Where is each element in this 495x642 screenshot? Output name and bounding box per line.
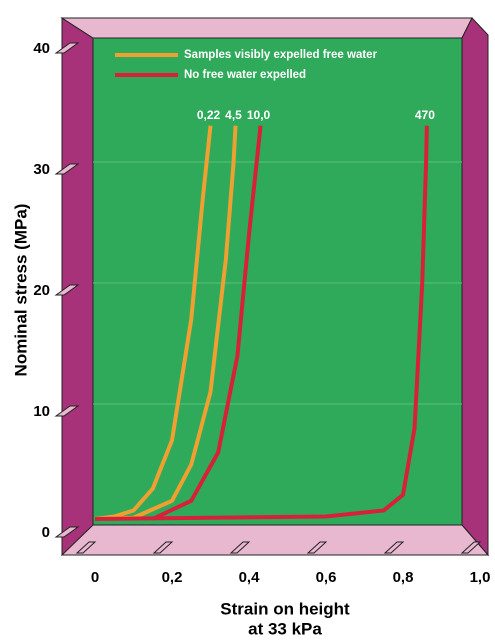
x-axis-label: Strain on height xyxy=(220,599,350,618)
curve-label: 470 xyxy=(415,108,435,122)
curve-label: 10,0 xyxy=(247,108,271,122)
y-tick-label: 30 xyxy=(33,161,50,178)
x-axis-label: at 33 kPa xyxy=(248,619,322,638)
y-axis-label: Nominal stress (MPa) xyxy=(11,204,30,377)
x-tick-label: 0,8 xyxy=(393,569,414,586)
legend-label: No free water expelled xyxy=(184,69,306,81)
x-tick-label: 0,4 xyxy=(239,569,261,586)
x-tick-label: 0,2 xyxy=(162,569,183,586)
floor xyxy=(62,525,488,555)
plot-area xyxy=(93,38,462,525)
y-tick-label: 10 xyxy=(33,403,50,420)
curve-label: 4,5 xyxy=(225,108,242,122)
y-tick-label: 20 xyxy=(33,282,50,299)
chart: Nominal stress (MPa) Strain on height at… xyxy=(0,0,495,642)
x-tick-label: 0 xyxy=(91,569,99,586)
x-tick-label: 1,0 xyxy=(470,569,491,586)
right-wall xyxy=(462,18,488,555)
y-tick-label: 40 xyxy=(33,40,50,57)
x-tick-label: 0,6 xyxy=(316,569,337,586)
top-wall xyxy=(62,18,472,38)
legend-label: Samples visibly expelled free water xyxy=(184,49,378,61)
y-tick-label: 0 xyxy=(42,524,50,541)
curve-label: 0,22 xyxy=(197,108,221,122)
left-wall xyxy=(62,18,93,555)
